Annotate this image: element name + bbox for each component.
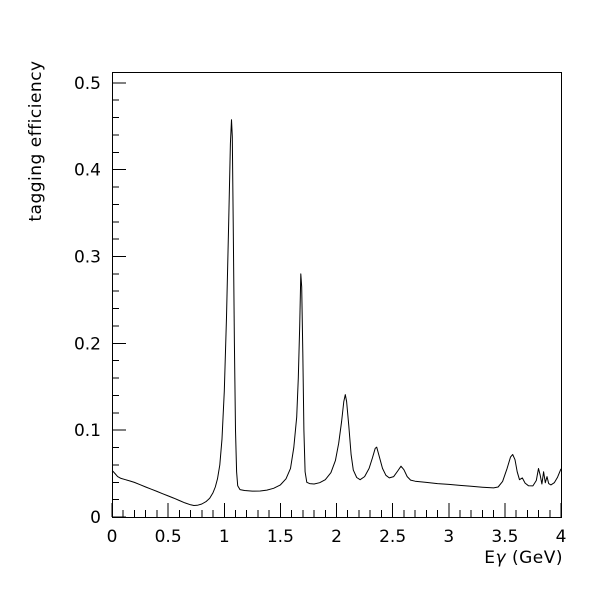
x-tick-label: 0	[107, 527, 118, 547]
y-tick-label: 0.1	[74, 421, 101, 441]
x-tick-label: 1.5	[267, 527, 294, 547]
y-tick-label: 0.2	[74, 334, 101, 354]
x-tick-label: 0.5	[155, 527, 182, 547]
x-tick-label: 3.5	[491, 527, 518, 547]
x-axis-title: Eγ (GeV)	[484, 548, 563, 568]
y-tick-label: 0.3	[74, 248, 101, 268]
y-tick-label: 0.4	[74, 161, 101, 181]
x-axis-title-prefix: E	[484, 548, 496, 568]
x-tick-label: 4	[556, 527, 567, 547]
x-tick-label: 1	[219, 527, 230, 547]
y-tick-label: 0.5	[74, 74, 101, 94]
x-tick-label: 3	[443, 527, 454, 547]
x-axis-title-unit: (GeV)	[506, 548, 563, 568]
x-tick-labels: 0 0.5 1 1.5 2 2.5 3 3.5 4	[107, 527, 567, 547]
y-axis-ticks	[112, 82, 126, 518]
plot-frame	[112, 72, 562, 518]
x-axis-ticks	[111, 503, 562, 517]
efficiency-curve	[111, 119, 562, 506]
x-tick-label: 2	[331, 527, 342, 547]
gamma-symbol: γ	[495, 548, 507, 568]
x-tick-label: 2.5	[379, 527, 406, 547]
y-tick-labels: 0 0.1 0.2 0.3 0.4 0.5	[74, 74, 101, 528]
y-axis-title-text: tagging efficiency	[26, 60, 46, 222]
y-tick-label: 0	[90, 508, 101, 528]
